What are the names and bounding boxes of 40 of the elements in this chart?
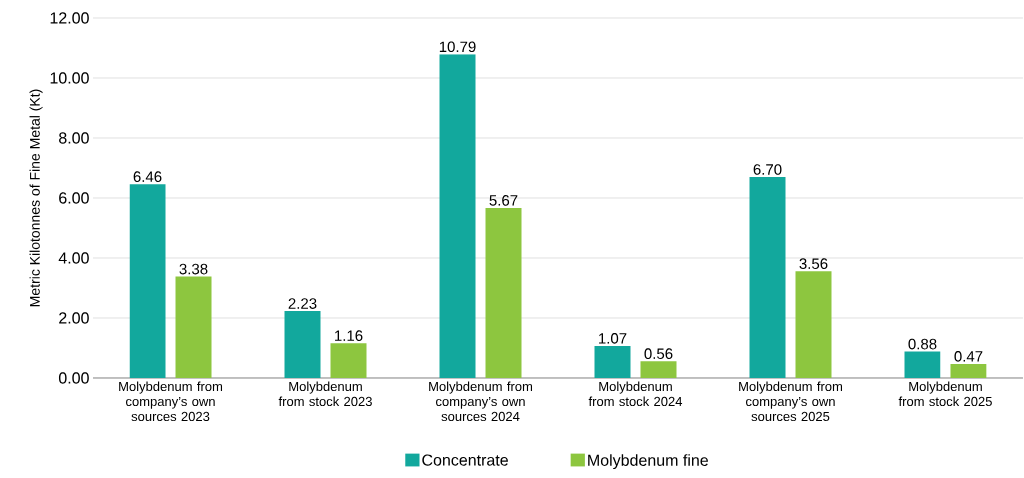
data-label: 0.88 [908,338,937,350]
y-tick-label: 12.00 [50,12,89,24]
bar [485,207,522,378]
bar [129,184,166,378]
data-label: 10.79 [439,41,476,53]
bar [640,361,677,378]
legend-label: Concentrate [422,454,508,466]
y-tick-label: 10.00 [50,72,89,84]
y-axis-title: Metric Kilotonnes of Fine Metal (Kt) [29,89,43,307]
bar [904,351,941,378]
data-label: 1.07 [599,333,627,344]
bar [330,343,367,378]
data-label: 2.23 [288,298,317,309]
data-label: 1.16 [335,330,363,341]
x-tick-label: Molybdenum from company’s own sources 2024 [429,381,533,422]
data-label: 6.70 [753,164,782,175]
bar [439,54,476,378]
y-tick-label: 4.00 [58,252,89,264]
data-label: 0.47 [954,351,983,362]
data-label: 3.38 [179,263,208,275]
data-label: 5.67 [489,195,518,206]
data-label: 6.46 [133,171,162,182]
y-tick-label: 6.00 [59,192,89,204]
bar [950,363,987,378]
bar [749,176,786,378]
x-tick-label: Molybdenum from company’s own sources 2023 [119,381,223,422]
x-tick-label: Molybdenum from company’s own sources 2025 [739,381,842,422]
y-tick-label: 8.00 [59,132,89,144]
bar [594,345,631,378]
data-label: 3.56 [799,258,828,269]
legend-label: Molybdenum fine [588,454,708,470]
bar [795,271,832,378]
data-label: 0.56 [644,348,673,359]
bar [175,276,212,378]
x-tick-label: Molybdenum from stock 2025 [898,381,992,407]
bar [284,311,321,378]
x-tick-label: Molybdenum from stock 2024 [588,381,683,407]
y-tick-label: 0.00 [58,372,89,384]
y-tick-label: 2.00 [59,312,89,324]
x-tick-label: Molybdenum from stock 2023 [278,381,372,407]
